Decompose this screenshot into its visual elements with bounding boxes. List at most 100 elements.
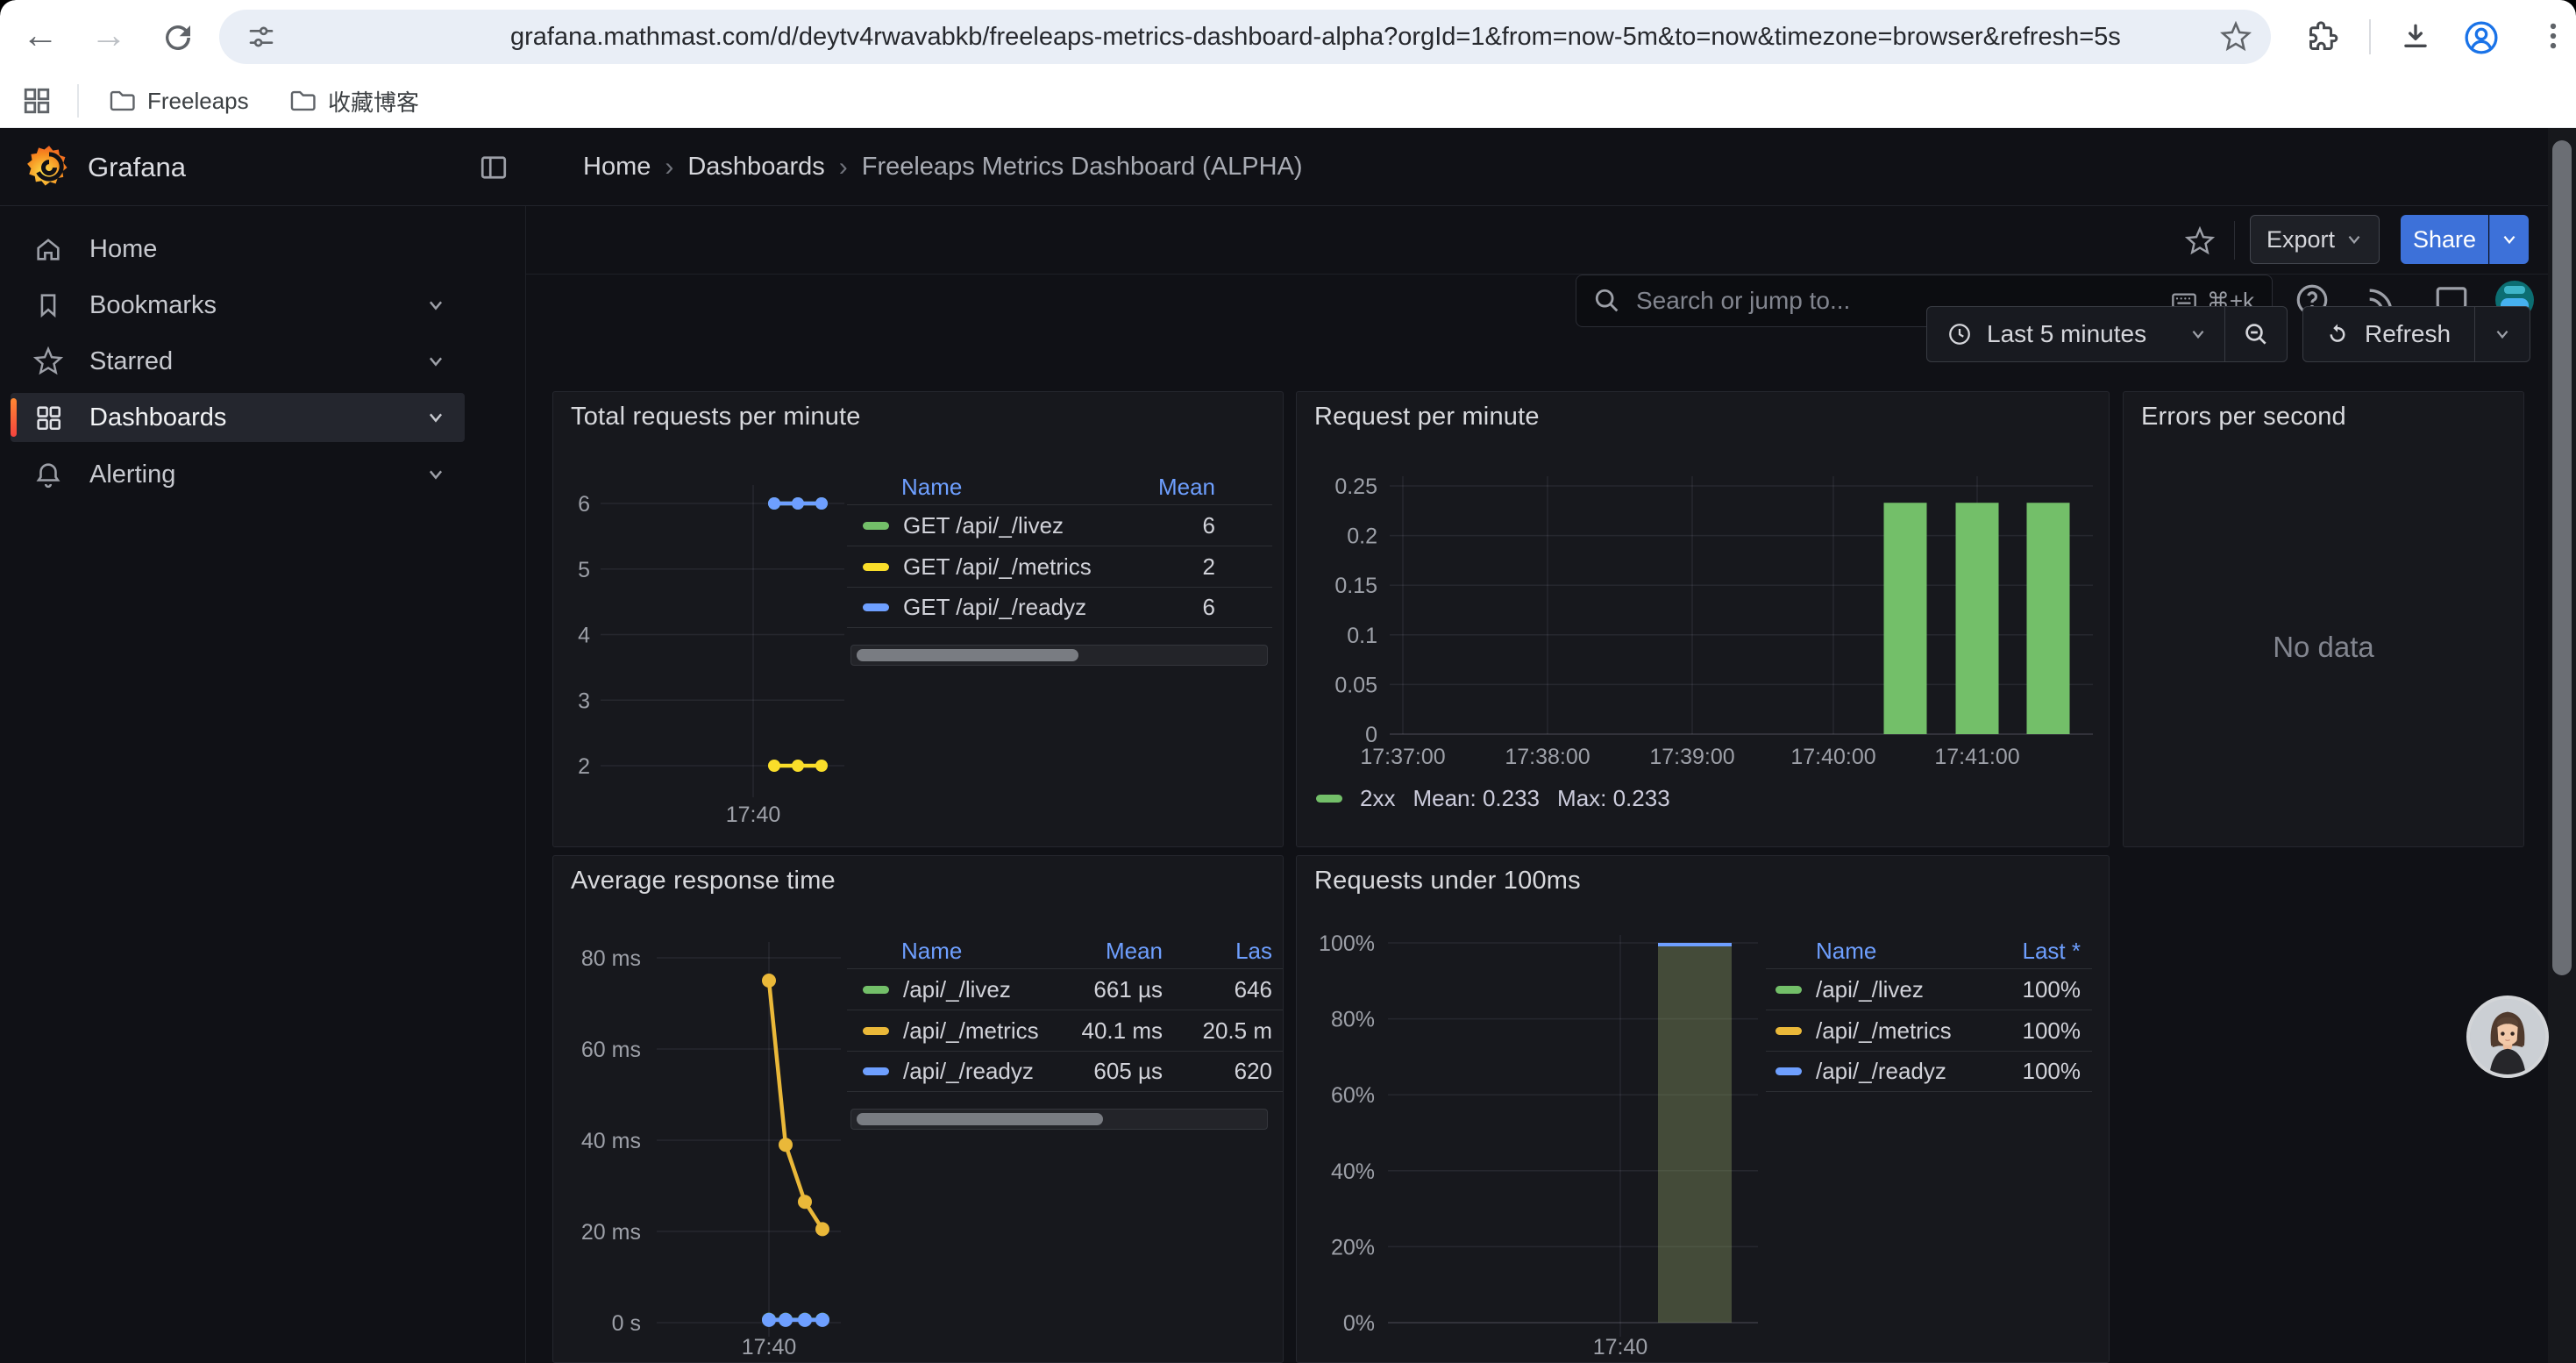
dashboard-subheader: Export Share: [526, 206, 2576, 275]
series-pill[interactable]: [1775, 1067, 1802, 1075]
series-pill[interactable]: [1775, 986, 1802, 994]
panel-request-per-minute: Request per minute 0.250.20.150.10.05017…: [1296, 391, 2110, 847]
folder-icon: [288, 86, 317, 116]
legend-row[interactable]: GET /api/_/livez 6: [847, 504, 1272, 546]
legend-row[interactable]: /api/_/readyz 100%: [1766, 1051, 2092, 1092]
series-pill[interactable]: [863, 1027, 889, 1035]
legend-row[interactable]: /api/_/readyz 605 µs 620: [847, 1051, 1284, 1092]
scrollbar-thumb[interactable]: [857, 649, 1078, 661]
downloads-icon[interactable]: [2399, 20, 2432, 54]
svg-text:100%: 100%: [1319, 931, 1375, 956]
request-per-minute-chart[interactable]: 0.250.20.150.10.05017:37:0017:38:0017:39…: [1297, 392, 2109, 846]
zoom-out-icon: [2242, 320, 2270, 348]
home-icon: [33, 234, 63, 264]
reload-icon[interactable]: [160, 19, 196, 56]
breadcrumb-home[interactable]: Home: [583, 153, 651, 182]
sidebar-toggle-icon[interactable]: [478, 152, 509, 183]
sidebar-item-bookmarks[interactable]: Bookmarks: [11, 281, 465, 330]
profile-icon[interactable]: [2462, 18, 2501, 57]
chevron-down-icon: [2189, 327, 2207, 341]
series-pill[interactable]: [863, 603, 889, 611]
series-name: GET /api/_/readyz: [903, 594, 1163, 621]
zoom-out-button[interactable]: [2224, 307, 2287, 361]
export-button[interactable]: Export: [2250, 215, 2380, 264]
chevron-down-icon[interactable]: [426, 410, 445, 425]
legend-header-name[interactable]: Name: [901, 938, 1062, 965]
series-name: /api/_/livez: [1816, 976, 1984, 1003]
legend-header-last[interactable]: Last *: [1984, 938, 2081, 965]
breadcrumb-current[interactable]: Freeleaps Metrics Dashboard (ALPHA): [862, 153, 1303, 182]
browser-menu-icon[interactable]: [2537, 19, 2570, 53]
chevron-down-icon[interactable]: [426, 353, 445, 369]
panel-title[interactable]: Errors per second: [2141, 403, 2346, 432]
refresh-controls: Refresh: [2302, 306, 2530, 362]
svg-text:4: 4: [578, 624, 590, 648]
chevron-down-icon[interactable]: [426, 297, 445, 313]
series-max: Max: 0.233: [1557, 785, 1670, 812]
legend-header-name[interactable]: Name: [1816, 938, 1984, 965]
legend-row[interactable]: GET /api/_/metrics 2: [847, 546, 1272, 587]
time-range-picker[interactable]: Last 5 minutes: [1927, 307, 2224, 361]
favorite-star-icon[interactable]: [2185, 226, 2215, 256]
back-icon[interactable]: ←: [22, 14, 59, 56]
site-settings-icon[interactable]: [247, 23, 275, 51]
legend-scrollbar[interactable]: [850, 1109, 1268, 1130]
series-mean: Mean: 0.233: [1413, 785, 1540, 812]
refresh-icon: [2324, 321, 2351, 347]
series-pill[interactable]: [1316, 795, 1342, 803]
legend-header-name[interactable]: Name: [901, 474, 1158, 501]
page-scrollbar-thumb[interactable]: [2552, 140, 2572, 975]
legend-row[interactable]: GET /api/_/readyz 6: [847, 587, 1272, 628]
series-last: 646: [1163, 976, 1272, 1003]
sidebar-item-dashboards[interactable]: Dashboards: [11, 393, 465, 442]
share-dropdown-button[interactable]: [2489, 215, 2529, 264]
series-mean: 40.1 ms: [1062, 1017, 1163, 1045]
breadcrumb-separator: ›: [651, 153, 687, 182]
series-pill[interactable]: [863, 522, 889, 530]
legend-row[interactable]: /api/_/metrics 40.1 ms 20.5 m: [847, 1010, 1284, 1051]
legend-header-mean[interactable]: Mean: [1158, 474, 1215, 501]
requests-under-100ms-chart[interactable]: 100%80%60%40%20%0%17:40: [1297, 856, 2109, 1362]
bookmark-folder-freeleaps[interactable]: Freeleaps: [98, 82, 258, 120]
legend-row[interactable]: /api/_/livez 100%: [1766, 968, 2092, 1010]
series-pill[interactable]: [1775, 1027, 1802, 1035]
sidebar-item-home[interactable]: Home: [11, 225, 465, 274]
url-bar[interactable]: grafana.mathmast.com/d/deytv4rwavabkb/fr…: [219, 10, 2271, 64]
legend-row[interactable]: /api/_/metrics 100%: [1766, 1010, 2092, 1051]
breadcrumb-dashboards[interactable]: Dashboards: [687, 153, 824, 182]
legend-header-last[interactable]: Las: [1163, 938, 1272, 965]
bookmark-star-icon[interactable]: [2220, 21, 2252, 53]
browser-window: ← → grafana.mathmast.com/d/deytv4rwavabk…: [0, 0, 2576, 1363]
series-name: /api/_/readyz: [1816, 1058, 1984, 1085]
brand-name[interactable]: Grafana: [88, 128, 186, 206]
share-button[interactable]: Share: [2401, 215, 2488, 264]
legend-row[interactable]: /api/_/livez 661 µs 646: [847, 968, 1284, 1010]
bookmark-folder-blogs[interactable]: 收藏博客: [279, 82, 428, 120]
sidebar: Home Bookmarks Starred Dashboards Alerti…: [0, 206, 526, 1363]
search-icon: [1592, 286, 1622, 316]
legend[interactable]: 2xx Mean: 0.233 Max: 0.233: [1316, 785, 1670, 812]
refresh-interval-dropdown[interactable]: [2474, 307, 2530, 361]
scrollbar-thumb[interactable]: [857, 1113, 1103, 1125]
chevron-down-icon[interactable]: [426, 467, 445, 482]
svg-text:0.25: 0.25: [1334, 475, 1377, 499]
series-name: /api/_/metrics: [1816, 1017, 1984, 1045]
star-icon: [33, 346, 63, 376]
folder-icon: [107, 86, 137, 116]
extensions-icon[interactable]: [2306, 20, 2339, 54]
series-pill[interactable]: [863, 1067, 889, 1075]
forward-icon[interactable]: →: [90, 14, 127, 56]
grafana-logo[interactable]: [26, 144, 72, 189]
svg-text:20 ms: 20 ms: [581, 1220, 641, 1245]
refresh-button[interactable]: Refresh: [2303, 307, 2474, 361]
sidebar-item-starred[interactable]: Starred: [11, 337, 465, 386]
legend-header-mean[interactable]: Mean: [1062, 938, 1163, 965]
assistant-avatar-widget[interactable]: [2466, 995, 2549, 1078]
url-text[interactable]: grafana.mathmast.com/d/deytv4rwavabkb/fr…: [510, 10, 2121, 64]
legend-scrollbar[interactable]: [850, 645, 1268, 666]
apps-grid-icon[interactable]: [21, 85, 53, 117]
sidebar-item-alerting[interactable]: Alerting: [11, 450, 465, 499]
series-pill[interactable]: [863, 563, 889, 571]
series-pill[interactable]: [863, 986, 889, 994]
series-mean: 6: [1163, 512, 1215, 539]
